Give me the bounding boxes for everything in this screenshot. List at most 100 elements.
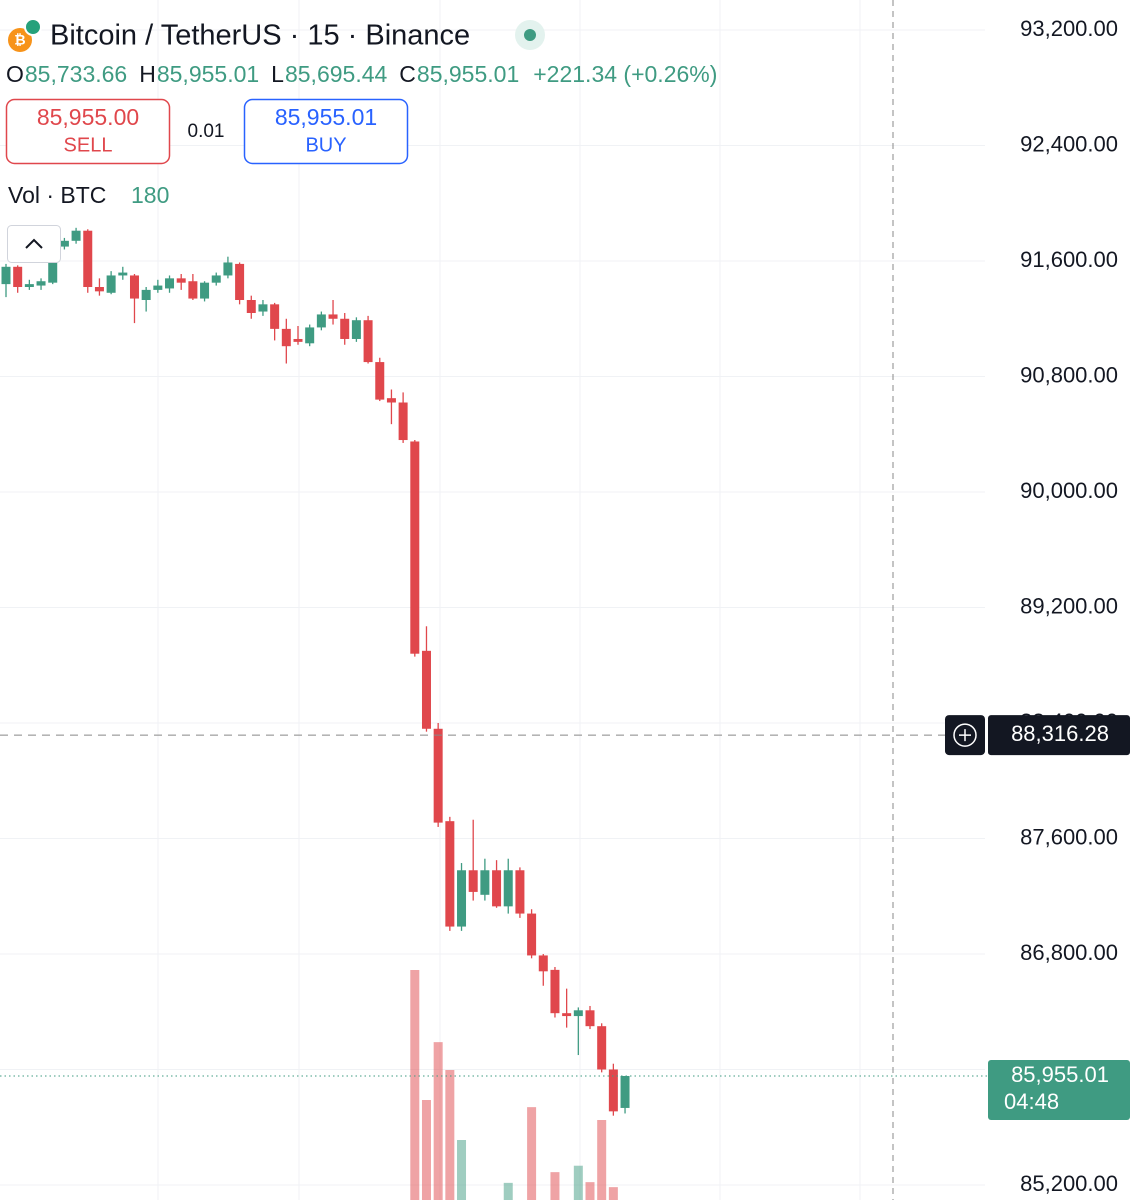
candles [1,227,630,1116]
candle-body [223,262,233,276]
candle-body [492,870,502,907]
candle-body [445,821,455,927]
volume-pane [410,970,618,1200]
candle-body [59,240,69,247]
candle-body [258,304,268,312]
candle-body [316,314,326,328]
candle-body [94,287,104,292]
volume-label: Vol · BTC [8,182,106,208]
candle-body [433,728,443,823]
candle-body [608,1069,618,1112]
candle-body [375,362,385,400]
y-tick-label: 91,600.00 [1020,247,1118,272]
sell-button[interactable] [5,98,171,165]
volume-bar [527,1107,537,1200]
y-tick-label: 87,600.00 [1020,824,1118,849]
volume-value: 180 [131,182,169,208]
y-tick-label: 93,200.00 [1020,16,1118,41]
ohlc-key: O [6,61,24,87]
candle-body [328,314,338,319]
candle-body [527,913,537,956]
volume-bar [585,1182,595,1200]
volume-bar [608,1187,618,1200]
candle-body [165,278,175,289]
plus-circle [953,723,977,747]
candle-body [1,266,11,285]
volume-bar [445,1070,455,1200]
volume-bar [503,1182,513,1200]
candle-body [468,870,478,892]
candle-body [24,284,34,288]
candle-body [386,398,396,403]
candle-body [118,272,128,276]
ohlc-value: 85,955.01 [417,61,519,87]
candle-body [550,969,560,1014]
ohlc-key: C [399,61,416,87]
crosshair-label-bg [988,715,1130,756]
candle-body [153,285,163,290]
symbol-title: Bitcoin / TetherUS · 15 · Binance [50,20,470,52]
sell-label: SELL [64,134,113,156]
collapse-button[interactable] [7,225,61,263]
candle-body [48,246,58,283]
candle-body [457,870,467,927]
candle-body [13,266,23,288]
volume-bar [550,1172,560,1200]
candle-body [515,870,525,914]
candle-body [620,1075,630,1108]
grid [0,0,985,1200]
candle-body [597,1026,607,1070]
candle-body [141,289,151,300]
buy-price: 85,955.01 [275,104,377,130]
buy-button[interactable] [243,98,409,165]
coin-glyph: ₿ [14,32,25,48]
volume-bar [433,1042,443,1200]
candle-body [410,441,420,654]
candle-body [200,282,210,299]
status-dot [524,29,536,41]
tether-icon [24,18,42,36]
candle-body [83,230,93,288]
crosshair-label: 88,316.28 [1011,721,1109,746]
candle-body [363,320,373,363]
volume-bar [457,1140,467,1200]
y-tick-label: 85,200.00 [1020,1171,1118,1196]
candle-body [36,281,46,286]
y-tick-label: 92,400.00 [1020,131,1118,156]
candle-body [188,281,198,299]
y-axis: 93,200.00 92,400.00 91,600.00 90,800.00 90,0… [1020,16,1118,1196]
ohlc-row: O 85,733.66 H 85,955.01 L 85,695.44 C 85,955.01… [6,61,717,87]
candle-body [293,338,303,342]
candle-body [71,230,81,241]
last-price-bg [988,1059,1130,1120]
volume-bar [410,970,420,1200]
candle-body [246,300,256,313]
plus-icon [959,729,971,742]
candle-body [480,870,490,895]
y-tick-label: 90,800.00 [1020,362,1118,387]
candle-body [398,402,408,441]
buy-label: BUY [305,134,346,156]
candle-body [562,1013,572,1017]
ohlc-value: 85,955.01 [157,61,259,87]
change: +221.34 (+0.26%) [533,61,717,87]
last-price-label: 85,955.01 [1011,1062,1109,1087]
candle-body [281,328,291,347]
ohlc-value: 85,733.66 [25,61,127,87]
countdown: 04:48 [1004,1089,1059,1114]
candle-body [340,318,350,339]
candle-body [305,327,315,344]
volume-bar [597,1120,607,1200]
candle-body [270,304,280,329]
candle-body [176,278,186,283]
quantity: 0.01 [188,121,225,142]
y-tick-label: 89,200.00 [1020,593,1118,618]
candle-body [538,955,548,972]
ohlc-value: 85,695.44 [285,61,388,87]
candle-body [211,275,221,283]
y-tick-label: 90,000.00 [1020,478,1118,503]
ohlc-key: L [271,61,284,87]
